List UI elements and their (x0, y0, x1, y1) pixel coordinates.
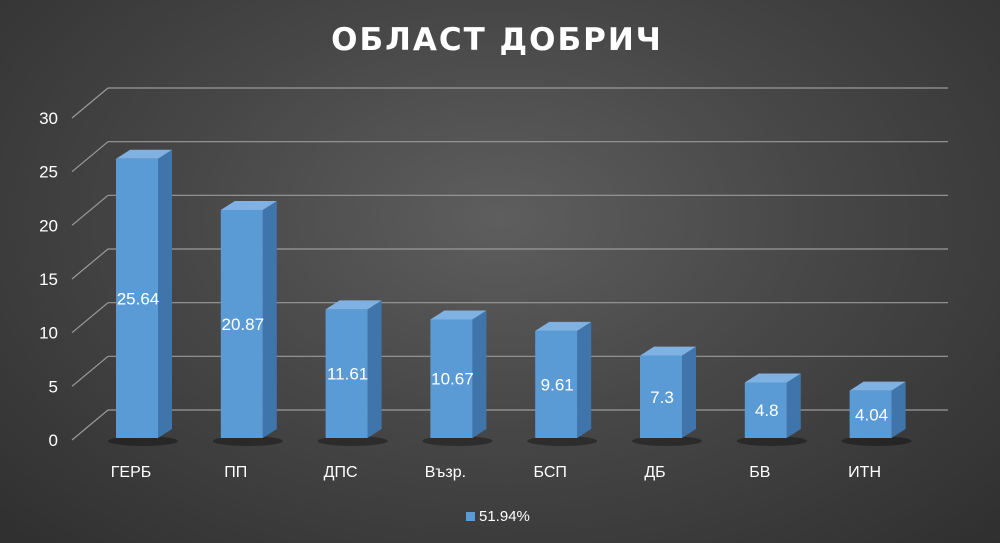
bar-top (535, 321, 592, 331)
category-label: ДПС (324, 464, 358, 481)
bar: 7.3 (632, 346, 702, 446)
chart-title: ОБЛАСТ ДОБРИЧ (331, 22, 663, 58)
gridline-slant (71, 194, 109, 226)
y-tick-label: 20 (39, 216, 58, 235)
bar: 10.67 (422, 310, 493, 446)
bar-front (325, 309, 368, 438)
bar-side (367, 300, 382, 438)
data-label: 11.61 (327, 365, 368, 384)
category-label: БВ (749, 464, 770, 481)
data-label: 10.67 (431, 370, 474, 389)
gridline-slant (71, 248, 109, 280)
bar-side (158, 149, 172, 438)
bar: 9.61 (527, 321, 598, 446)
bar-top (116, 149, 172, 159)
bar-top (220, 200, 277, 210)
bar-top (744, 373, 801, 383)
bar: 20.87 (212, 200, 283, 446)
category-label: БСП (534, 464, 567, 481)
bar-shadow (422, 436, 493, 446)
bar-front (116, 158, 158, 438)
category-label: ПП (224, 464, 247, 481)
y-axis-ticks: 0 5 10 15 20 25 30 (39, 109, 58, 450)
bar-top (325, 300, 382, 310)
bar-shadow (841, 436, 912, 446)
bar: 25.64 (108, 149, 178, 446)
bar-front (744, 382, 787, 438)
data-label: 7.3 (650, 388, 674, 407)
bar-shadow (212, 436, 283, 446)
bar-shadow (736, 436, 807, 446)
data-label: 25.64 (117, 289, 160, 308)
category-label: ГЕРБ (111, 464, 152, 481)
bar-top (430, 310, 487, 320)
legend-swatch (466, 512, 475, 521)
y-tick-label: 10 (39, 324, 58, 343)
bar-top (640, 346, 696, 356)
y-tick-label: 5 (49, 377, 58, 396)
gridline-slant (71, 355, 109, 387)
bar-side (577, 321, 592, 438)
bar-top (849, 381, 906, 391)
category-label: ИТН (848, 464, 881, 481)
y-tick-label: 25 (39, 163, 58, 182)
bar-shadow (527, 436, 598, 446)
data-label: 9.61 (541, 375, 574, 394)
bar: 4.04 (841, 381, 912, 446)
y-tick-label: 15 (39, 270, 58, 289)
bar-side (891, 381, 906, 438)
bar-shadow (108, 436, 178, 446)
gridline-slant (71, 87, 109, 119)
bar-front (535, 330, 578, 438)
bar-side (472, 310, 487, 438)
data-label: 4.8 (755, 401, 779, 420)
bar-front (220, 209, 263, 438)
data-label: 20.87 (222, 315, 265, 334)
x-axis-categories: ГЕРБ ПП ДПС Възр. БСП ДБ БВ ИТН (111, 464, 881, 481)
category-label: Възр. (425, 464, 466, 481)
bar-side (682, 346, 696, 438)
legend-label: 51.94% (479, 508, 530, 525)
bar-side (262, 200, 277, 438)
legend: 51.94% (466, 508, 530, 525)
bar-front (640, 355, 682, 438)
data-label: 4.04 (855, 405, 888, 424)
bars: 25.64 20.87 11.61 10.67 9.61 7.3 4.8 4.04 (108, 149, 912, 446)
bar: 4.8 (736, 373, 807, 446)
bar-front (430, 319, 473, 438)
bar-shadow (317, 436, 388, 446)
y-tick-label: 0 (49, 431, 58, 450)
category-label: ДБ (644, 464, 665, 481)
y-tick-label: 30 (39, 109, 58, 128)
bar-shadow (632, 436, 702, 446)
bar: 11.61 (317, 300, 388, 446)
gridline-slant (71, 409, 109, 441)
gridlines (71, 87, 948, 441)
gridline-slant (71, 141, 109, 173)
bar-front (849, 390, 892, 438)
bar-side (786, 373, 801, 438)
gridline-slant (71, 302, 109, 334)
